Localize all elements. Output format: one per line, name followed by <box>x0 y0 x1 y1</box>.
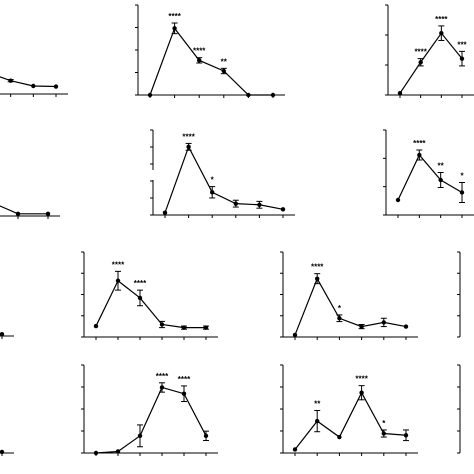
r4c3-series-line <box>294 391 407 450</box>
r4c3-point <box>381 431 386 436</box>
r4c3-point <box>292 447 298 452</box>
r1c2-point <box>270 92 276 98</box>
r3c1-point <box>0 331 5 337</box>
r4c2-significance-label: **** <box>178 375 191 384</box>
r1c3-series-line <box>399 32 463 94</box>
r1c2-significance-label: **** <box>168 12 181 21</box>
r2c3-point <box>459 190 465 195</box>
r2c2-point <box>210 190 215 195</box>
r3c2-point <box>181 325 187 330</box>
r1c2-significance-label: **** <box>193 47 206 56</box>
r4c2-point <box>93 450 99 456</box>
r1c1-point <box>31 83 36 89</box>
r4c2-series-line <box>95 386 207 454</box>
r2c2-significance-label: **** <box>182 132 195 141</box>
r3c2-series-line <box>95 279 206 329</box>
r1c1-point <box>53 84 59 89</box>
r4c3-significance-label: * <box>382 419 386 428</box>
r2c1-point <box>45 211 51 217</box>
r2c3-significance-label: ** <box>438 162 445 171</box>
r3c3-significance-label: **** <box>311 263 324 272</box>
r1c3-significance-label: **** <box>435 15 448 24</box>
r4c2-point <box>115 449 121 454</box>
r3c3-significance-label: * <box>338 304 342 313</box>
r3c3-point <box>359 324 364 329</box>
r4c2-significance-label: **** <box>156 372 169 381</box>
r4c3-point <box>403 433 409 438</box>
r1c3-significance-label: *** <box>457 40 467 49</box>
r1c2-point <box>197 58 202 63</box>
r4c2-point <box>181 391 187 396</box>
r3c3-point <box>403 324 409 329</box>
r3c2-point <box>137 295 143 301</box>
r2c2-significance-label: * <box>211 176 215 185</box>
r3c2-significance-label: **** <box>134 279 147 288</box>
r3c3-series-line <box>294 277 407 336</box>
r2c3-significance-label: **** <box>413 139 426 148</box>
r2c2-point <box>257 202 262 207</box>
r3c2-significance-label: **** <box>112 260 125 269</box>
r4c3-point <box>337 434 342 440</box>
r1c2-series-line <box>149 27 273 96</box>
r4c2-point <box>159 385 165 390</box>
r4c2-point <box>137 433 143 439</box>
r2c2-point <box>233 201 238 206</box>
r1c2-point <box>147 92 153 98</box>
r2c3-point <box>395 197 401 203</box>
r4c3-significance-label: ** <box>314 399 321 408</box>
r2c2-point <box>186 144 191 150</box>
r2c2-point <box>280 207 286 212</box>
r2c3-significance-label: * <box>460 172 464 181</box>
r1c2-point <box>221 68 226 74</box>
r3c2-point <box>159 322 165 327</box>
r2c1-point <box>15 211 21 217</box>
r3c3-point <box>381 320 386 325</box>
r1c2-point <box>172 26 177 31</box>
r4c3-significance-label: **** <box>355 375 368 384</box>
r1c2-significance-label: ** <box>221 57 228 66</box>
r4c1-point <box>0 449 5 455</box>
r3c3-point <box>292 332 298 338</box>
r2c3-series-line <box>397 153 463 201</box>
r1c3-significance-label: **** <box>414 48 427 57</box>
r2c3-point <box>417 152 422 158</box>
r3c3-point <box>315 276 320 281</box>
r3c2-point <box>115 278 121 283</box>
r2c2-series-line <box>164 145 284 213</box>
r1c2-point <box>246 92 251 98</box>
r1c3-point <box>397 90 403 96</box>
r1c3-point <box>439 30 444 36</box>
r1c1-series-line <box>0 76 57 88</box>
r2c1-series-line <box>0 205 48 215</box>
r4c3-point <box>359 390 364 395</box>
r2c3-point <box>438 177 443 183</box>
r1c3-point <box>418 60 423 65</box>
r3c3-point <box>337 316 342 321</box>
r3c2-point <box>93 323 99 329</box>
r2c2-point <box>162 210 168 215</box>
r1c1-point <box>8 78 13 83</box>
r3c2-point <box>203 325 209 330</box>
r1c3-point <box>459 56 465 61</box>
r4c3-point <box>315 418 320 424</box>
r4c2-point <box>203 433 209 439</box>
